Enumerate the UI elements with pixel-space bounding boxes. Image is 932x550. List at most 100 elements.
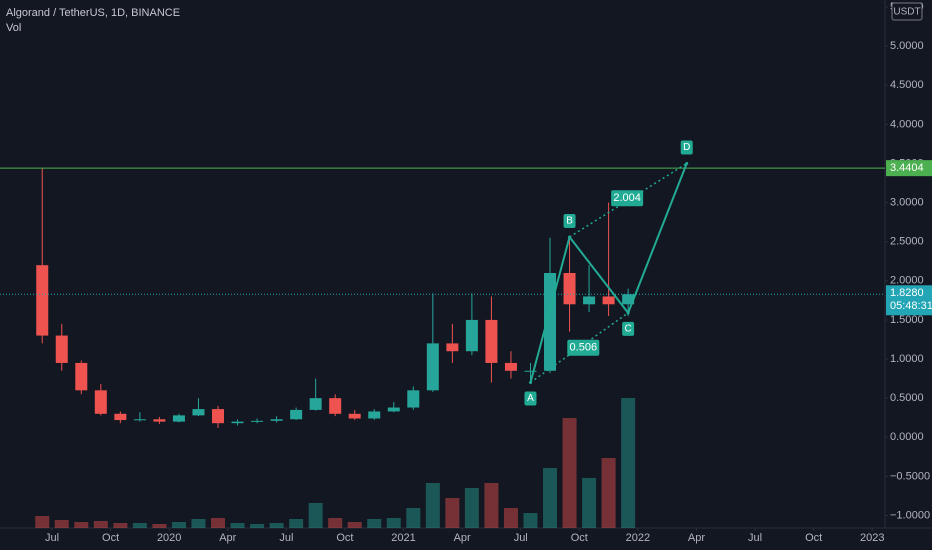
ratio-box	[611, 190, 644, 207]
volume-bar	[113, 523, 128, 528]
volume-bar	[211, 518, 226, 528]
y-tick-label: −1.0000	[890, 509, 930, 521]
candle-body	[251, 420, 264, 422]
pattern-guide	[569, 162, 688, 238]
volume-bar	[503, 508, 518, 528]
volume-bar	[464, 488, 479, 528]
candle-body	[407, 390, 420, 408]
volume-bar	[406, 508, 421, 528]
volume-bar	[230, 523, 245, 528]
x-tick-label: 2021	[391, 532, 415, 544]
pattern-label: C	[625, 324, 632, 335]
candle-body	[602, 296, 615, 305]
candle-body	[75, 362, 88, 391]
candle-body	[231, 421, 244, 424]
volume-bar	[347, 522, 362, 528]
candle-body	[504, 362, 517, 371]
candle-body	[563, 272, 576, 305]
y-tick-label: 0.5000	[890, 392, 924, 404]
pattern-label: A	[527, 393, 534, 404]
x-tick-label: Jul	[279, 532, 293, 544]
candle-body	[368, 411, 381, 419]
pattern-point	[685, 161, 689, 165]
candle-body	[192, 409, 205, 416]
candle-body	[426, 343, 439, 391]
y-tick-label: 1.0000	[890, 353, 924, 365]
volume-bar	[93, 521, 108, 528]
volume-bar	[562, 418, 577, 528]
candle-body	[133, 419, 146, 421]
volume-bar	[171, 522, 186, 528]
pattern-label: B	[566, 216, 573, 227]
ratio-label: 0.506	[570, 342, 598, 354]
pattern-label-box	[524, 391, 537, 406]
pattern-leg	[529, 236, 571, 383]
level-tag-label: 3.4404	[890, 162, 924, 174]
y-tick-label: 0.0000	[890, 431, 924, 443]
x-tick-label: 2023	[860, 532, 884, 544]
x-tick-label: Apr	[454, 532, 471, 544]
volume-bar	[523, 513, 538, 528]
y-tick-label: 1.5000	[890, 314, 924, 326]
candle-body	[465, 319, 478, 352]
volume-bar	[601, 458, 616, 528]
y-tick-label: 4.0000	[890, 118, 924, 130]
countdown-label: 05:48:31	[890, 300, 932, 312]
x-tick-label: Apr	[219, 532, 236, 544]
candle-body	[329, 398, 342, 414]
volume-bar	[152, 524, 167, 528]
volume-bar	[308, 503, 323, 528]
candle-body	[524, 370, 537, 372]
volume-bar	[54, 520, 69, 528]
volume-bar	[35, 516, 50, 528]
candle-body	[622, 294, 635, 305]
candle-body	[172, 415, 185, 422]
volume-bar	[367, 519, 382, 528]
candle-body	[309, 398, 322, 410]
pattern-leg	[627, 163, 688, 314]
candle-body	[446, 343, 459, 352]
volume-bar	[386, 518, 401, 528]
x-tick-label: Apr	[688, 532, 705, 544]
pattern-leg	[568, 236, 629, 314]
volume-bar	[582, 478, 597, 528]
x-tick-label: 2022	[626, 532, 650, 544]
chart-title: Algorand / TetherUS, 1D, BINANCE	[6, 7, 180, 19]
pattern-label: D	[683, 142, 690, 153]
volume-bar	[250, 524, 265, 528]
volume-bar	[425, 483, 440, 528]
last-price-tag	[886, 285, 932, 316]
candle-body	[55, 335, 68, 363]
y-tick-label: 3.0000	[890, 197, 924, 209]
x-tick-label: Oct	[805, 532, 822, 544]
pattern-label-box	[563, 214, 576, 229]
currency-label: USDT	[893, 7, 920, 18]
candle-body	[387, 407, 400, 412]
candle-body	[36, 265, 49, 336]
volume-bar	[269, 523, 284, 528]
candle-body	[94, 390, 107, 414]
candle-body	[212, 409, 225, 424]
x-tick-label: Oct	[102, 532, 119, 544]
ratio-label: 2.004	[613, 192, 641, 204]
y-tick-label: 5.0000	[890, 40, 924, 52]
pattern-point	[528, 381, 532, 385]
volume-bar	[445, 498, 460, 528]
candle-body	[485, 319, 498, 363]
volume-bar	[543, 468, 558, 528]
y-tick-label: 2.0000	[890, 275, 924, 287]
volume-bar	[484, 483, 499, 528]
volume-bar	[74, 522, 89, 528]
pattern-label-box	[622, 321, 635, 336]
y-tick-label: 2.5000	[890, 236, 924, 248]
y-tick-label: −0.5000	[890, 470, 930, 482]
candle-body	[583, 296, 596, 305]
volume-bar	[289, 519, 304, 528]
x-tick-label: Jul	[45, 532, 59, 544]
volume-bar	[621, 398, 636, 528]
x-tick-label: Jul	[514, 532, 528, 544]
volume-bar	[132, 523, 147, 528]
volume-bar	[328, 518, 343, 528]
y-tick-label: 4.5000	[890, 79, 924, 91]
